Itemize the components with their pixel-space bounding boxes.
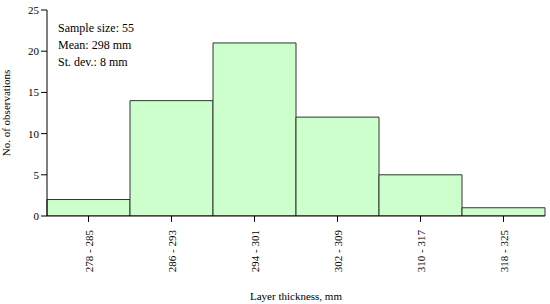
svg-text:20: 20 [28, 45, 40, 57]
svg-text:0: 0 [34, 210, 40, 222]
svg-text:No. of observations: No. of observations [8, 70, 12, 156]
svg-text:15: 15 [28, 86, 40, 98]
svg-text:278 - 285: 278 - 285 [83, 230, 95, 273]
svg-text:294 - 301: 294 - 301 [249, 230, 261, 272]
svg-text:25: 25 [28, 4, 40, 16]
svg-text:286 - 293: 286 - 293 [166, 230, 178, 273]
svg-text:318 - 325: 318 - 325 [498, 230, 510, 273]
svg-text:310 - 317: 310 - 317 [415, 230, 427, 273]
svg-text:10: 10 [28, 128, 40, 140]
svg-text:302 - 309: 302 - 309 [332, 230, 344, 273]
svg-text:5: 5 [34, 169, 40, 181]
html-text:St. dev.: 8 mm: St. dev.: 8 mm [58, 55, 128, 69]
html-text:Sample size: 55: Sample size: 55 [58, 21, 134, 35]
svg-text:Layer thickness, mm: Layer thickness, mm [250, 290, 342, 302]
html-text:Mean: 298 mm: Mean: 298 mm [58, 38, 132, 52]
